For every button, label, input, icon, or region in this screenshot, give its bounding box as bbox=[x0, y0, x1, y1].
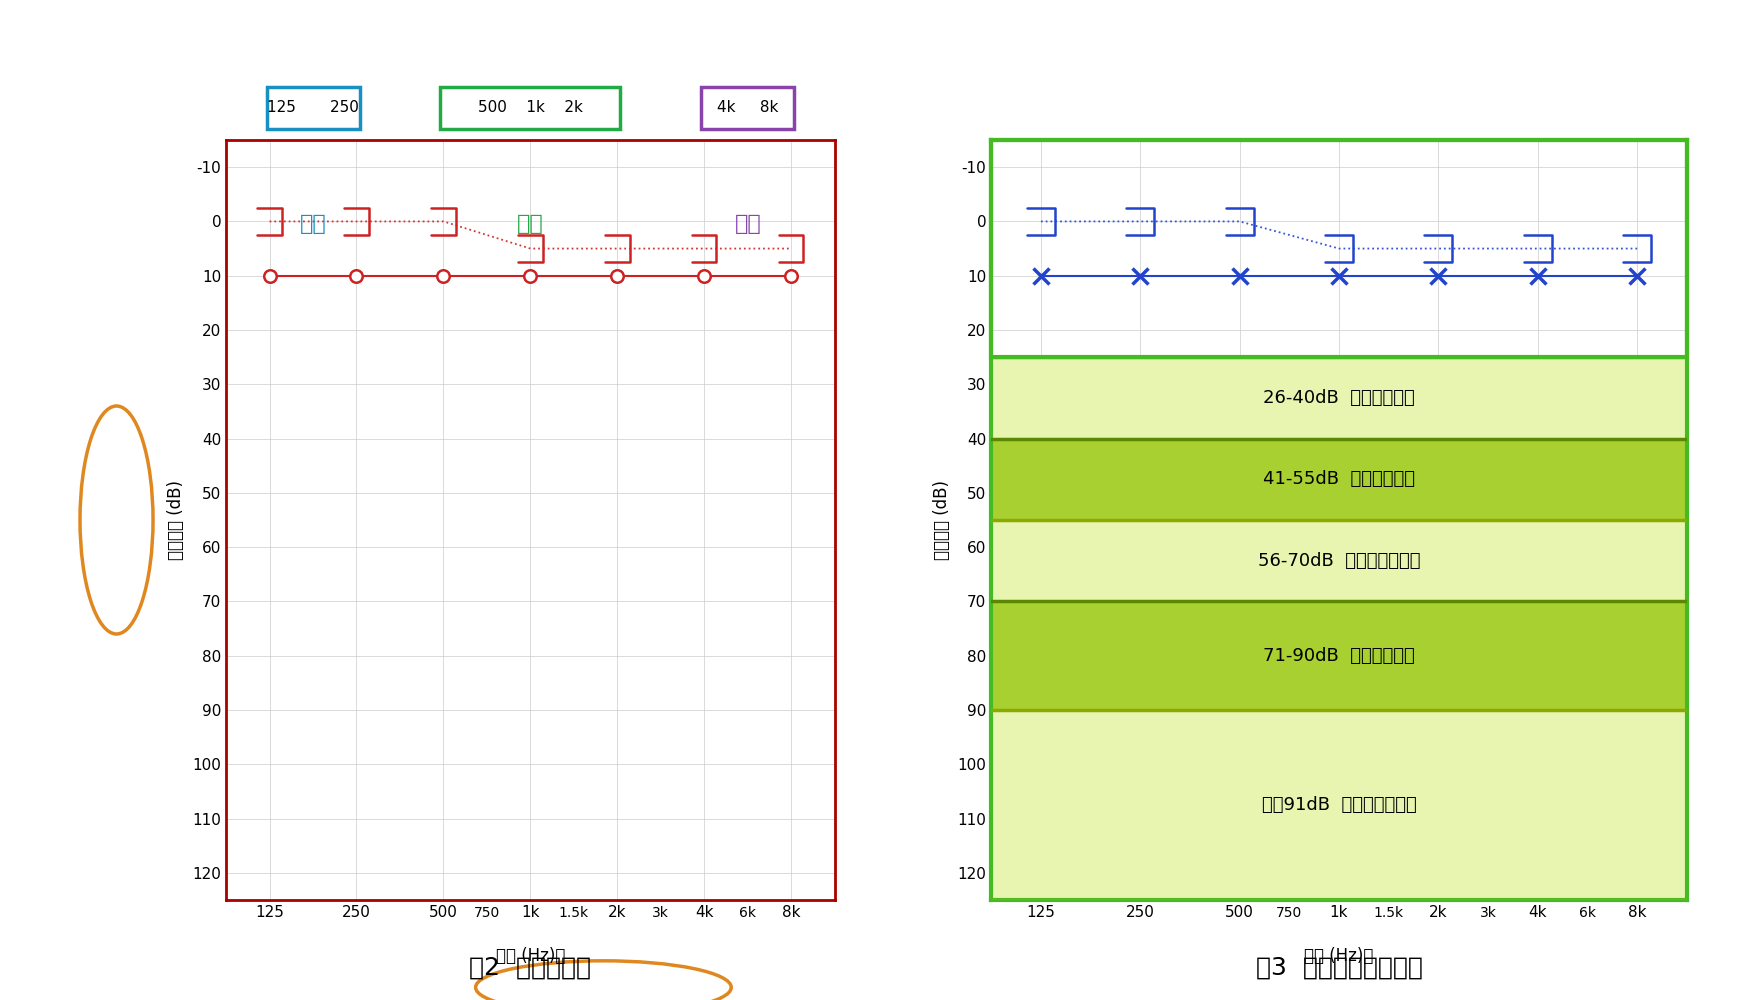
Text: 高频: 高频 bbox=[734, 214, 762, 234]
Text: 图2  正常听力图: 图2 正常听力图 bbox=[470, 956, 591, 980]
Text: 图3  听力障碍分级图示: 图3 听力障碍分级图示 bbox=[1256, 956, 1423, 980]
X-axis label: 频率 (Hz)右: 频率 (Hz)右 bbox=[496, 947, 565, 965]
FancyBboxPatch shape bbox=[991, 601, 1687, 710]
X-axis label: 频率 (Hz)左: 频率 (Hz)左 bbox=[1304, 947, 1374, 965]
FancyBboxPatch shape bbox=[991, 520, 1687, 601]
Text: 低频: 低频 bbox=[299, 214, 327, 234]
Text: 26-40dB  轻度听力损失: 26-40dB 轻度听力损失 bbox=[1263, 389, 1416, 407]
Text: 41-55dB  中度听力损失: 41-55dB 中度听力损失 bbox=[1263, 470, 1416, 488]
FancyBboxPatch shape bbox=[440, 87, 621, 129]
FancyBboxPatch shape bbox=[991, 439, 1687, 520]
FancyBboxPatch shape bbox=[991, 357, 1687, 439]
Y-axis label: 听力级别 (dB): 听力级别 (dB) bbox=[167, 480, 186, 560]
Text: 71-90dB  重度听力损失: 71-90dB 重度听力损失 bbox=[1263, 647, 1416, 665]
FancyBboxPatch shape bbox=[701, 87, 795, 129]
Text: 500    1k    2k: 500 1k 2k bbox=[478, 100, 583, 115]
Text: 语频: 语频 bbox=[516, 214, 544, 234]
Text: 大于91dB  极重度听力损失: 大于91dB 极重度听力损失 bbox=[1263, 796, 1416, 814]
Y-axis label: 听力级别 (dB): 听力级别 (dB) bbox=[932, 480, 951, 560]
Text: 56-70dB  中重度听力损失: 56-70dB 中重度听力损失 bbox=[1257, 552, 1421, 570]
Text: 4k     8k: 4k 8k bbox=[716, 100, 779, 115]
FancyBboxPatch shape bbox=[266, 87, 360, 129]
Text: 125       250: 125 250 bbox=[268, 100, 358, 115]
FancyBboxPatch shape bbox=[991, 710, 1687, 900]
